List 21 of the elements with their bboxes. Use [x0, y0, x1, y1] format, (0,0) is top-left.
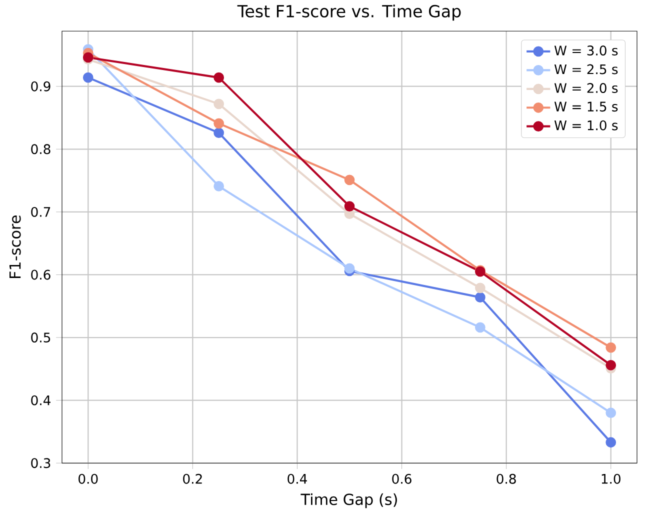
legend-label: W = 1.5 s: [554, 102, 618, 112]
y-tick-label: 0.7: [31, 206, 50, 217]
legend-label: W = 3.0 s: [554, 45, 618, 56]
x-axis-title: Time Gap (s): [300, 493, 397, 508]
legend-label: W = 1.0 s: [554, 120, 618, 130]
y-tick-label: 0.3: [31, 458, 50, 468]
x-tick-label: 1.0: [602, 474, 620, 484]
x-tick-label: 0.4: [288, 474, 307, 484]
legend-label: W = 2.0 s: [554, 82, 618, 93]
x-tick-label: 0.2: [183, 474, 202, 484]
x-tick-label: 0.8: [496, 474, 516, 484]
y-axis-title: F1-score: [9, 215, 21, 278]
legend-label: W = 2.5 s: [554, 64, 618, 74]
y-tick-label: 0.8: [31, 144, 50, 154]
y-tick-label: 0.9: [31, 81, 50, 92]
y-tick-label: 0.6: [31, 270, 50, 280]
x-tick-label: 0.0: [78, 474, 98, 484]
y-tick-label: 0.4: [31, 395, 50, 406]
chart-title: Test F1-score vs. Time Gap: [237, 4, 461, 21]
x-tick-label: 0.6: [392, 474, 412, 484]
y-tick-label: 0.5: [31, 332, 50, 342]
